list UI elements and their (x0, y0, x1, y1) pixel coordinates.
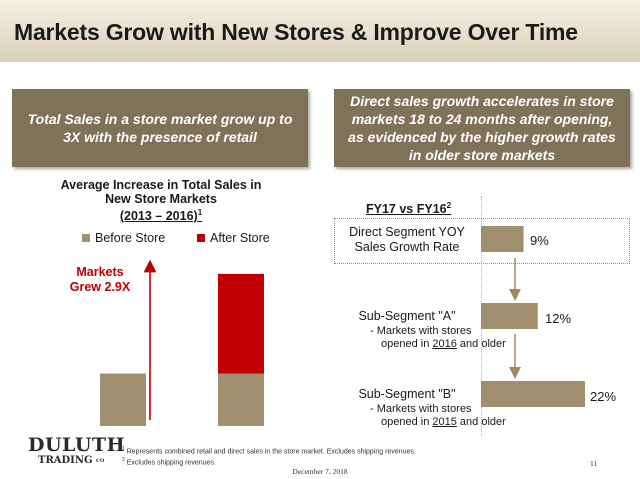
segment-a-sub-year: 2016 (432, 338, 457, 350)
legend-after-store: After Store (197, 231, 270, 245)
page-number: 11 (590, 459, 598, 468)
comparison-title-text: FY17 vs FY16 (366, 202, 447, 217)
footnote-2-marker: 2 (122, 457, 125, 464)
bar-before-only-before-store (100, 373, 146, 426)
segment-a-sub-pre: opened in (381, 338, 433, 350)
segment-b-value: 22% (590, 389, 617, 404)
segment-a-label: Sub-Segment "A" (358, 309, 456, 323)
markets-grew-line2: Grew 2.9X (69, 280, 131, 294)
left-chart-title-line3: (2013 – 2016)1 (36, 206, 286, 223)
logo-line2-text: TRADING (38, 455, 93, 466)
segment-a-sub: - Markets with stores opened in 2016 and… (370, 325, 506, 351)
header-band (0, 0, 640, 62)
bar-direct-segment (481, 226, 524, 252)
segment-b-sub: - Markets with stores opened in 2015 and… (370, 403, 506, 429)
legend-swatch-after (197, 234, 205, 242)
slide-date: December 7, 2018 (292, 467, 348, 476)
bar-with-store-before-store (218, 373, 264, 426)
footnote-1-text: Represents combined retail and direct sa… (126, 448, 416, 456)
left-chart-title-period: (2013 – 2016) (119, 209, 198, 224)
segment-b-sub-pre: opened in (381, 416, 433, 428)
segment-a-sub-line1: - Markets with stores (370, 325, 472, 337)
callout-total-sales: Total Sales in a store market grow up to… (12, 89, 308, 167)
callout-direct-growth: Direct sales growth accelerates in store… (334, 89, 630, 167)
legend-swatch-before (82, 234, 90, 242)
segment-b-sub-post: and older (456, 416, 506, 428)
segment-a-value: 12% (545, 311, 572, 326)
left-chart-title-line2: New Store Markets (105, 192, 217, 206)
bar-sub-segment-a (481, 303, 538, 329)
segment-direct-label-line2: Sales Growth Rate (354, 240, 460, 254)
segment-direct-label: Direct Segment YOY Sales Growth Rate (338, 225, 476, 255)
legend-before-store: Before Store (82, 231, 165, 245)
comparison-title: FY17 vs FY162 (366, 201, 451, 216)
direct-segment-highlight-box (334, 218, 630, 264)
segment-b-sub-line1: - Markets with stores (370, 403, 472, 415)
footnote-1: 1 Represents combined retail and direct … (122, 445, 416, 456)
segment-a-sub-post: and older (456, 338, 506, 350)
logo-line1: DULUTH (28, 434, 126, 456)
left-chart-title: Average Increase in Total Sales in New S… (36, 178, 286, 223)
markets-grew-annotation: Markets Grew 2.9X (68, 265, 132, 295)
footnote-1-marker: 1 (122, 446, 125, 452)
left-chart-title-line1: Average Increase in Total Sales in (60, 178, 262, 192)
footnote-2-text: Excludes shipping revenues. (126, 459, 216, 467)
legend-label-after: After Store (210, 231, 270, 245)
footnote-ref-1: 1 (197, 208, 203, 217)
footnotes: 1 Represents combined retail and direct … (122, 445, 416, 468)
duluth-logo: DULUTH TRADING CO (28, 434, 126, 476)
bar-with-store-after-store (218, 273, 264, 374)
markets-grew-line1: Markets (76, 265, 124, 279)
bar-sub-segment-b (481, 381, 585, 407)
segment-b-sub-year: 2015 (432, 416, 457, 428)
segment-b-sub-line2: opened in 2015 and older (370, 416, 506, 429)
footnote-2: 2 Excludes shipping revenues. (122, 456, 416, 467)
left-chart-bars (100, 273, 264, 426)
segment-direct-label-line1: Direct Segment YOY (349, 225, 465, 239)
segment-b-label: Sub-Segment "B" (358, 387, 456, 401)
page-title: Markets Grow with New Stores & Improve O… (14, 19, 578, 45)
logo-co: CO (96, 458, 105, 464)
segment-direct-value: 9% (530, 233, 549, 248)
right-chart-bars (481, 226, 585, 407)
legend-label-before: Before Store (95, 231, 166, 245)
footnote-ref-2: 2 (446, 201, 452, 210)
logo-line2: TRADING CO (28, 455, 116, 467)
segment-a-sub-line2: opened in 2016 and older (370, 338, 506, 351)
